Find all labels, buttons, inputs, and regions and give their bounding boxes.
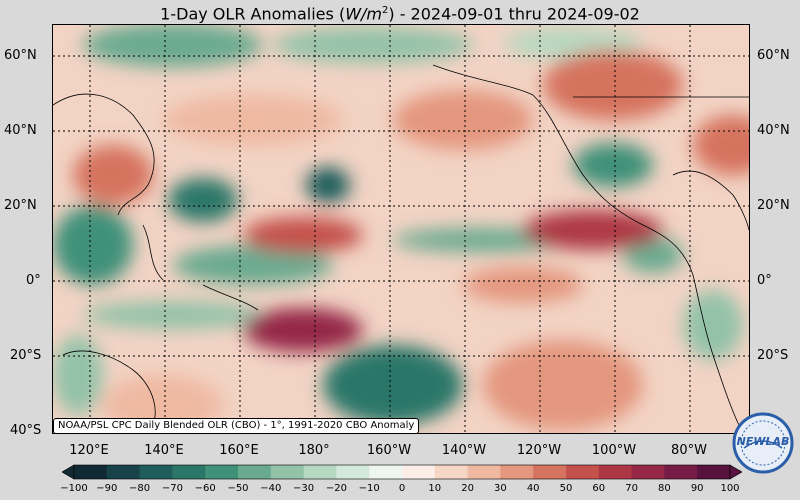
colorbar-segment (74, 465, 108, 479)
colorbar-tick-label: 90 (690, 483, 704, 494)
colorbar-extend-high (729, 464, 742, 480)
lon-label-120w: 120°W (516, 443, 562, 458)
colorbar-segment (106, 465, 141, 479)
lon-label-80w: 80°W (671, 443, 707, 458)
title-prefix: 1-Day OLR Anomalies ( (160, 4, 346, 24)
lon-label-160w: 160°W (366, 443, 412, 458)
colorbar-tick-label: 50 (559, 483, 573, 494)
colorbar-tick-label: −50 (227, 483, 249, 494)
colorbar-segment (631, 465, 665, 479)
colorbar-segment (402, 465, 436, 479)
colorbar-tick-label: −60 (194, 483, 216, 494)
lat-label-eq-right: 0° (757, 273, 772, 288)
colorbar-extend-low (62, 464, 75, 480)
colorbar-segment (139, 465, 173, 479)
lat-label-20n-left: 20°N (4, 198, 37, 213)
colorbar-tick-label: −70 (161, 483, 183, 494)
olr-anomaly-map (52, 24, 750, 434)
lat-label-60n-left: 60°N (4, 48, 37, 63)
colorbar-tick-label: −20 (325, 483, 347, 494)
colorbar-segment (205, 465, 239, 479)
lat-label-40n-right: 40°N (757, 123, 790, 138)
colorbar-tick-label: 0 (398, 483, 406, 494)
title-units: W/m (345, 4, 382, 24)
colorbar-tick-label: −30 (293, 483, 315, 494)
colorbar-segment (467, 465, 501, 479)
lon-label-180: 180° (298, 443, 330, 458)
lat-label-60n-right: 60°N (757, 48, 790, 63)
newlab-logo: NEWLAB (732, 412, 794, 474)
anomaly-field (53, 25, 749, 433)
colorbar-segment (270, 465, 305, 479)
lat-label-eq-left: 0° (26, 273, 41, 288)
colorbar-tick-label: 80 (658, 483, 671, 494)
colorbar-tick-label: 60 (592, 483, 606, 494)
colorbar-segment (336, 465, 370, 479)
colorbar-tick-label: 20 (461, 483, 474, 494)
data-source-credit: NOAA/PSL CPC Daily Blended OLR (CBO) - 1… (53, 418, 420, 434)
colorbar-segment (697, 465, 731, 479)
colorbar-segment (172, 465, 206, 479)
lon-label-160e: 160°E (219, 443, 259, 458)
lat-label-40n-left: 40°N (4, 123, 37, 138)
colorbar-tick-label: −10 (358, 483, 380, 494)
lon-label-100w: 100°W (591, 443, 637, 458)
colorbar-tick-label: −100 (60, 483, 88, 494)
lat-label-40s-left: 40°S (10, 423, 42, 438)
lat-label-20n-right: 20°N (757, 198, 790, 213)
map-title: 1-Day OLR Anomalies (W/m2) - 2024-09-01 … (0, 0, 800, 25)
lat-label-20s-right: 20°S (757, 348, 789, 363)
colorbar-tick-label: −90 (96, 483, 118, 494)
colorbar-tick-label: 40 (526, 483, 540, 494)
colorbar-segment (434, 465, 469, 479)
colorbar-segment (598, 465, 633, 479)
colorbar-segment (664, 465, 698, 479)
lon-label-120e: 120°E (69, 443, 109, 458)
colorbar-tick-label: −40 (260, 483, 282, 494)
colorbar-segment (238, 465, 272, 479)
colorbar-tick-label: 30 (494, 483, 507, 494)
graticule (53, 25, 749, 433)
coastlines (53, 64, 749, 433)
colorbar-segment (566, 465, 600, 479)
lat-label-20s-left: 20°S (10, 348, 42, 363)
colorbar-tick-label: 100 (720, 483, 740, 494)
colorbar (62, 464, 742, 480)
colorbar-segment (303, 465, 337, 479)
colorbar-tick-label: 70 (625, 483, 638, 494)
colorbar-tick-label: −80 (129, 483, 151, 494)
lon-label-140e: 140°E (144, 443, 184, 458)
colorbar-segment (500, 465, 534, 479)
colorbar-tick-label: 10 (428, 483, 442, 494)
title-units-exponent: 2 (381, 5, 389, 16)
svg-text:NEWLAB: NEWLAB (737, 435, 790, 448)
title-suffix: ) - 2024-09-01 thru 2024-09-02 (388, 4, 640, 24)
colorbar-segment (533, 465, 567, 479)
lon-label-140w: 140°W (441, 443, 487, 458)
colorbar-segment (369, 465, 403, 479)
